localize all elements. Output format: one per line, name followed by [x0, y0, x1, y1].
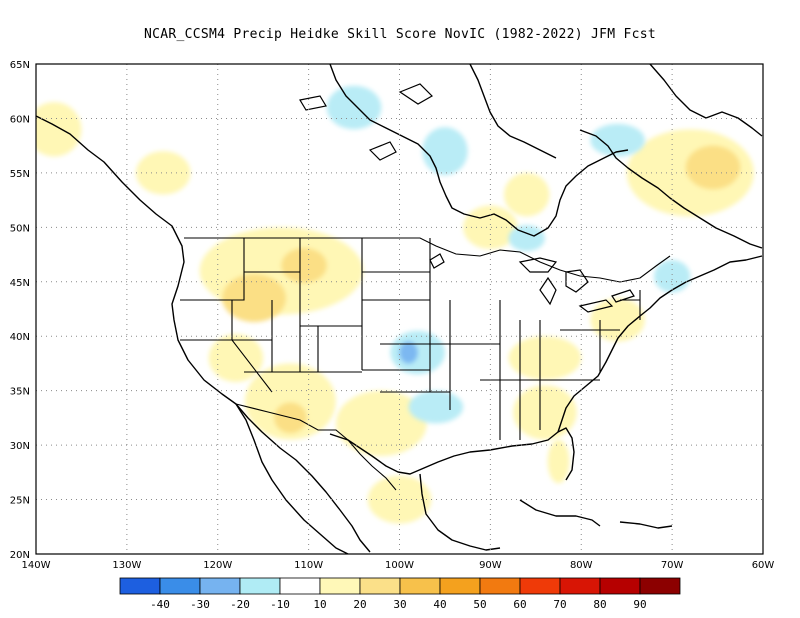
colorbar-label: 10 — [313, 598, 326, 611]
colorbar-label: 70 — [553, 598, 566, 611]
lat-tick-label: 40N — [10, 332, 30, 343]
map-title: NCAR_CCSM4 Precip Heidke Skill Score Nov… — [144, 27, 656, 42]
colorbar-swatch — [639, 577, 681, 595]
colorbar-swatch — [359, 577, 401, 595]
colorbar-labels: -40 -30 -20 -10 10 20 30 40 50 60 70 80 90 — [150, 598, 647, 611]
lon-tick-label: 110W — [294, 560, 323, 571]
skill-region-13 — [463, 205, 518, 250]
colorbar-label: -10 — [270, 598, 290, 611]
colorbar-label: 60 — [513, 598, 526, 611]
skill-region-15 — [208, 334, 264, 382]
skill-region-14 — [504, 172, 550, 217]
colorbar-label: 80 — [593, 598, 606, 611]
longitude-tick-labels: 140W 130W 120W 110W 100W 90W 80W 70W 60W — [22, 560, 775, 571]
skill-region-9 — [508, 336, 582, 380]
colorbar-swatch — [439, 577, 481, 595]
colorbar-label: 40 — [433, 598, 446, 611]
lat-tick-label: 55N — [10, 169, 30, 180]
lat-tick-label: 25N — [10, 496, 30, 507]
lon-tick-label: 100W — [385, 560, 414, 571]
plot-frame — [35, 63, 764, 555]
coastline-outline — [36, 64, 763, 554]
colorbar-swatch — [519, 577, 561, 595]
colorbar-swatch — [279, 577, 321, 595]
lon-tick-label: 120W — [203, 560, 232, 571]
colorbar-swatch — [159, 577, 201, 595]
skill-region-10 — [590, 298, 645, 342]
lakes-outline — [299, 83, 635, 313]
skill-region-17 — [547, 439, 570, 484]
skill-score-field — [36, 85, 754, 524]
lon-tick-label: 140W — [22, 560, 51, 571]
lat-tick-label: 20N — [10, 550, 30, 561]
colorbar-swatch — [559, 577, 601, 595]
lat-tick-label: 60N — [10, 114, 30, 125]
colorbar-label: 30 — [393, 598, 406, 611]
lon-tick-label: 80W — [570, 560, 593, 571]
skill-region-12 — [135, 151, 191, 195]
skill-region-25 — [508, 225, 545, 252]
colorbar-swatch — [239, 577, 281, 595]
skill-region-19 — [326, 85, 382, 130]
lat-tick-label: 65N — [10, 60, 30, 71]
lat-lon-grid — [36, 64, 763, 554]
colorbar — [119, 577, 681, 595]
lat-tick-label: 30N — [10, 441, 30, 452]
skill-region-18 — [422, 127, 468, 176]
lat-tick-label: 50N — [10, 223, 30, 234]
skill-region-24 — [408, 390, 464, 424]
lat-tick-label: 35N — [10, 387, 30, 398]
colorbar-label: -40 — [150, 598, 170, 611]
lon-tick-label: 130W — [112, 560, 141, 571]
lat-tick-label: 45N — [10, 278, 30, 289]
skill-region-21 — [399, 341, 418, 364]
colorbar-swatch — [599, 577, 641, 595]
skill-region-7 — [685, 145, 741, 190]
colorbar-label: 20 — [353, 598, 366, 611]
colorbar-swatch — [479, 577, 521, 595]
lon-tick-label: 60W — [752, 560, 775, 571]
colorbar-swatch — [399, 577, 441, 595]
skill-region-1 — [222, 274, 286, 323]
skill-region-2 — [281, 248, 327, 283]
colorbar-swatch — [319, 577, 361, 595]
colorbar-label: 90 — [633, 598, 646, 611]
skill-region-8 — [513, 385, 577, 440]
colorbar-swatch — [119, 577, 161, 595]
skill-region-3 — [245, 363, 336, 440]
colorbar-label: -20 — [230, 598, 250, 611]
colorbar-label: 50 — [473, 598, 486, 611]
skill-region-22 — [590, 123, 645, 157]
borders-outline — [180, 237, 671, 491]
colorbar-swatch — [199, 577, 241, 595]
lon-tick-label: 70W — [661, 560, 684, 571]
skill-region-5 — [335, 390, 427, 457]
latitude-tick-labels: 20N 25N 30N 35N 40N 45N 50N 55N 60N 65N — [10, 60, 30, 561]
lon-tick-label: 90W — [479, 560, 502, 571]
colorbar-label: -30 — [190, 598, 210, 611]
skill-region-11 — [36, 102, 82, 157]
